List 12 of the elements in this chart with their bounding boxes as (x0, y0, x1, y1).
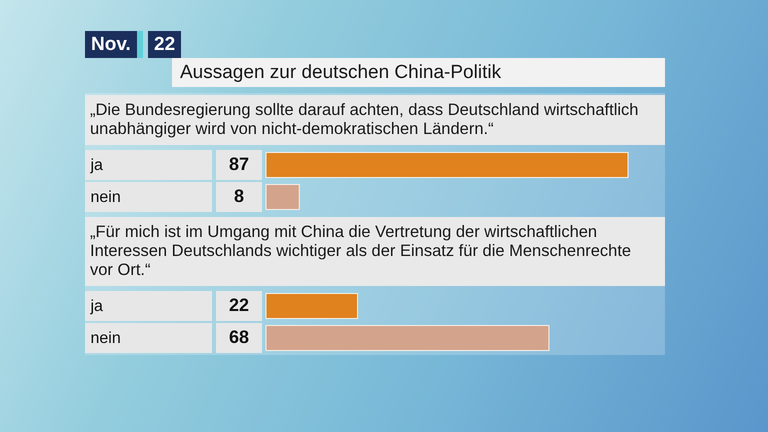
data-label: 68 (228, 327, 250, 347)
data-label: 8 (234, 186, 244, 206)
data-label: 22 (228, 295, 250, 315)
y-tick-label: nein (90, 330, 121, 347)
chart-title: Aussagen zur deutschen China-Politik (172, 58, 665, 87)
data-label: 87 (228, 154, 250, 174)
y-tick-label: nein (90, 189, 121, 206)
y-tick-label: ja (90, 157, 104, 174)
chart-title: „Für mich ist im Umgang mit China die Vertretung der wirtschaftlichen Interessen Deutschlands wichtiger als der Einsatz für die Menschenrechte vor Ort.“ (85, 217, 665, 286)
chart-subtitle: „Die Bundesregierung sollte darauf achten, dass Deutschland wirtschaftlich unabhängiger wird von nicht-demokratischen Ländern.“ (85, 95, 665, 145)
y-tick-label: ja (90, 298, 104, 315)
text: Nov. 22 (91, 34, 176, 55)
